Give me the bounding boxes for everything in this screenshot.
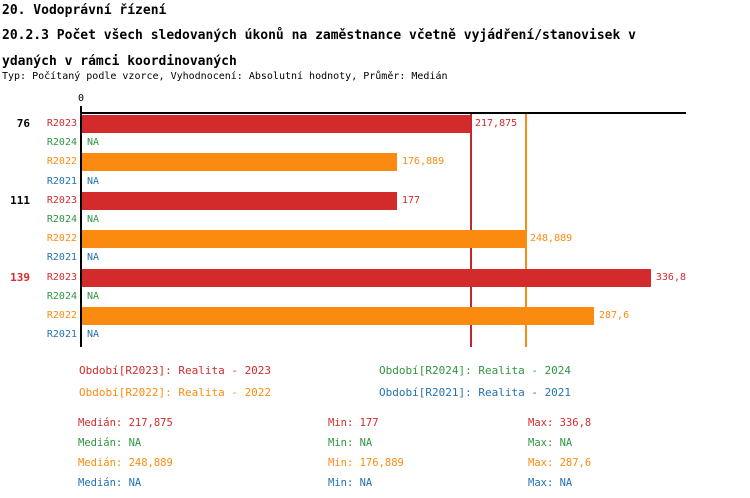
stat-min: Min: NA: [328, 437, 373, 449]
series-label: R2023: [46, 271, 77, 283]
report-title: 20. Vodoprávní řízení: [2, 3, 167, 18]
stat-min: Min: 177: [328, 417, 379, 429]
series-label: R2022: [46, 309, 77, 321]
bar-value-label: NA: [87, 175, 100, 187]
chart-row: R2024 NA: [47, 211, 686, 230]
y-axis-line: [80, 106, 82, 347]
chart-group: 76 R2023 217,875 R2024 NA R2022 176,889 …: [17, 115, 686, 192]
legend-item: Období[R2024]: Realita - 2024: [379, 364, 572, 377]
series-label: R2021: [46, 252, 77, 264]
legend-item: Období[R2023]: Realita - 2023: [79, 364, 272, 377]
report-subtitle-line2: ydaných v rámci koordinovaných: [2, 54, 237, 69]
bar: [82, 191, 397, 210]
chart-row: R2023 336,8: [47, 268, 686, 288]
median-line: [525, 114, 527, 347]
chart-row: R2024 NA: [47, 288, 686, 307]
chart-row: R2022 287,6: [47, 306, 686, 326]
series-label: R2021: [46, 175, 77, 187]
group-label: 76: [16, 117, 30, 130]
legend-item: Období[R2021]: Realita - 2021: [379, 386, 572, 399]
chart-row: R2021 NA: [47, 173, 686, 192]
bar: [82, 230, 525, 249]
series-label: R2023: [46, 118, 77, 129]
bar-value-label: 248,889: [530, 233, 573, 245]
bar-value-label: NA: [87, 213, 100, 225]
stat-min: Min: 176,889: [328, 457, 404, 469]
bar-value-label: NA: [87, 290, 100, 302]
series-label: R2022: [46, 233, 77, 245]
bar: [82, 306, 594, 325]
plot-area: 76 R2023 217,875 R2024 NA R2022 176,889 …: [10, 114, 686, 347]
bar-chart: 0 76 R2023 217,875 R2024 NA R2022 176,88…: [10, 93, 686, 347]
chart-row: R2023 177: [47, 191, 686, 211]
series-label: R2024: [46, 137, 77, 149]
bar-value-label: 217,875: [475, 118, 518, 129]
chart-row: R2024 NA: [47, 134, 686, 153]
series-label: R2023: [46, 194, 77, 206]
stat-max: Max: NA: [528, 477, 573, 489]
legend-item: Období[R2022]: Realita - 2022: [79, 386, 272, 399]
series-label: R2024: [46, 213, 77, 225]
bar: [82, 153, 397, 172]
bar-value-label: NA: [87, 252, 100, 264]
chart-row: R2022 248,889: [47, 230, 686, 249]
series-label: R2024: [46, 290, 77, 302]
chart-group: 139 R2023 336,8 R2024 NA R2022 287,6 R20…: [10, 268, 686, 346]
report-subtitle-line1: 20.2.3 Počet všech sledovaných úkonů na …: [2, 28, 636, 43]
bar-value-label: 176,889: [402, 156, 445, 168]
bar: [82, 268, 651, 287]
chart-row: R2021 NA: [47, 249, 686, 268]
stat-min: Min: NA: [328, 477, 373, 489]
stat-max: Max: NA: [528, 437, 573, 449]
axis-zero-label: 0: [77, 93, 85, 104]
bar-value-label: 336,8: [655, 271, 686, 283]
report-meta: Typ: Počítaný podle vzorce, Vyhodnocení:…: [2, 71, 448, 82]
chart-group: 111 R2023 177 R2024 NA R2022 248,889 R20…: [10, 191, 686, 269]
stat-median: Medián: 217,875: [78, 417, 173, 429]
stat-median: Medián: NA: [78, 437, 142, 449]
bar-value-label: NA: [87, 329, 100, 341]
series-label: R2021: [46, 329, 77, 341]
chart-row: R2021 NA: [47, 326, 686, 345]
group-label: 111: [10, 193, 30, 207]
bar-value-label: 177: [402, 194, 421, 206]
bar-value-label: 287,6: [599, 309, 630, 321]
chart-row: R2022 176,889: [47, 153, 686, 172]
bar-value-label: NA: [87, 137, 100, 149]
bar: [82, 115, 470, 133]
stat-median: Medián: NA: [78, 477, 142, 489]
group-label: 139: [10, 270, 30, 284]
series-label: R2022: [46, 156, 77, 168]
stat-median: Medián: 248,889: [78, 457, 173, 469]
x-axis-line: [80, 112, 686, 114]
stat-max: Max: 287,6: [528, 457, 592, 469]
stat-max: Max: 336,8: [528, 417, 592, 429]
chart-row: R2023 217,875: [47, 115, 686, 134]
